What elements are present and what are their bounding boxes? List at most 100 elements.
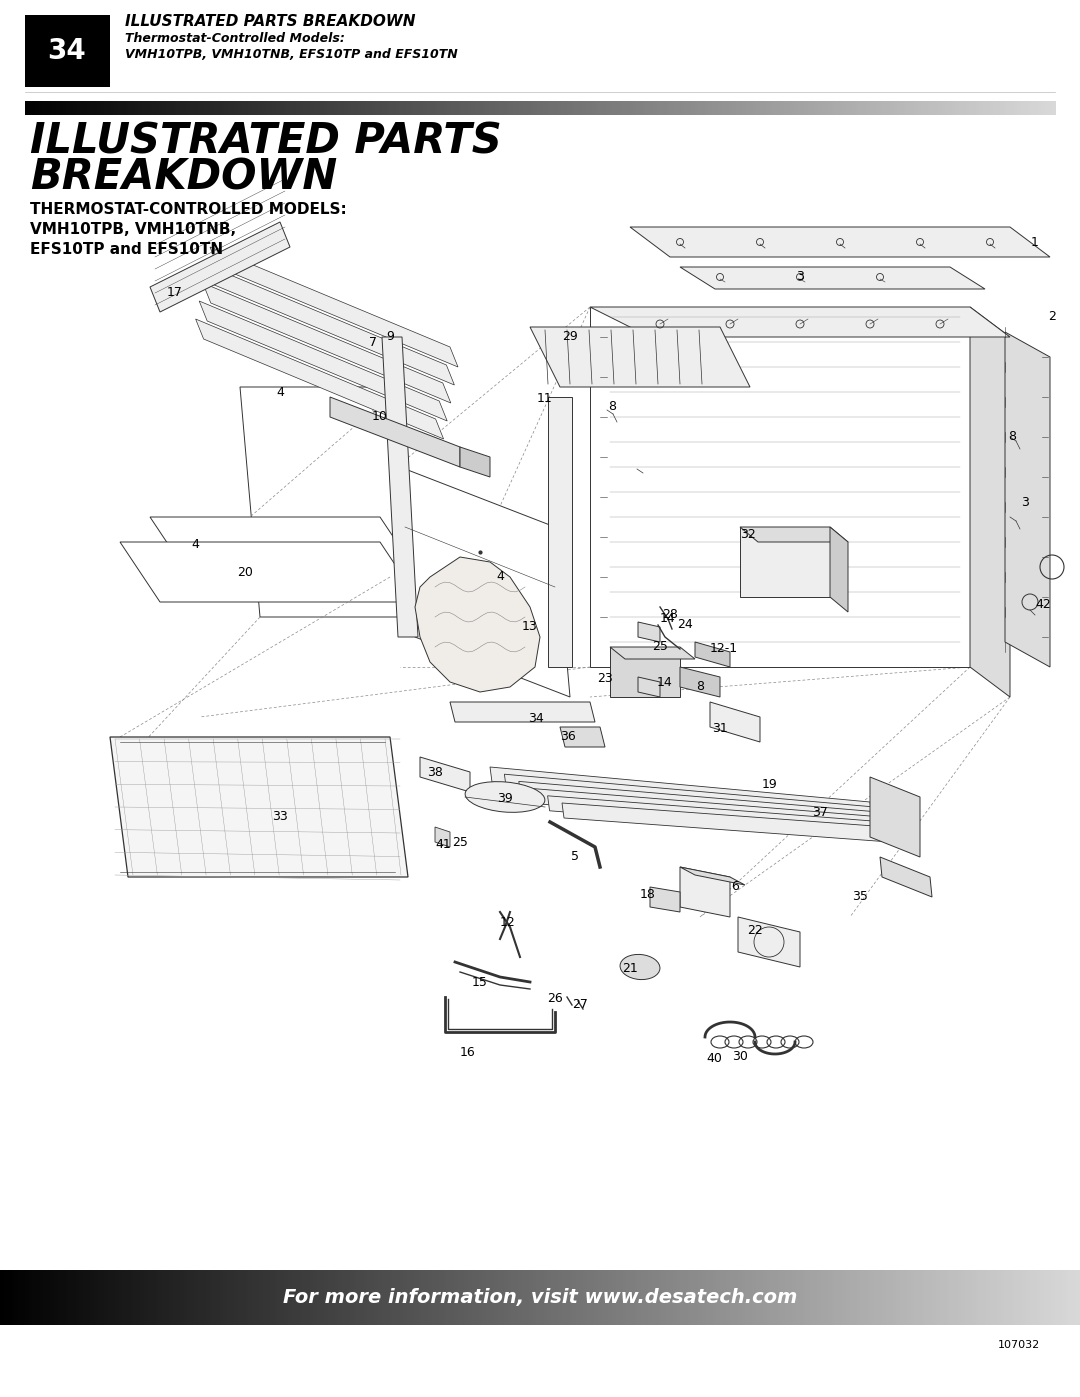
Bar [951, 101, 957, 115]
Bar [73, 101, 78, 115]
Bar [418, 1270, 422, 1324]
Text: ILLUSTRATED PARTS BREAKDOWN: ILLUSTRATED PARTS BREAKDOWN [125, 14, 416, 29]
Bar [907, 1270, 912, 1324]
Bar [111, 1270, 117, 1324]
Bar [430, 101, 434, 115]
Bar [100, 1270, 106, 1324]
Bar [261, 101, 267, 115]
Bar [149, 101, 153, 115]
Text: 16: 16 [460, 1045, 476, 1059]
Bar [735, 101, 740, 115]
Bar [924, 101, 929, 115]
Bar [548, 1270, 552, 1324]
Bar [983, 101, 987, 115]
Bar [248, 101, 253, 115]
Bar [901, 101, 905, 115]
Bar [468, 101, 472, 115]
Bar [732, 101, 737, 115]
Bar [727, 1270, 732, 1324]
Bar [940, 1270, 944, 1324]
Bar [219, 1270, 225, 1324]
Bar [138, 101, 143, 115]
Bar [537, 101, 541, 115]
Bar [349, 1270, 354, 1324]
Polygon shape [696, 643, 730, 666]
Bar [554, 101, 558, 115]
Bar [135, 101, 139, 115]
Text: 34: 34 [48, 36, 86, 66]
Bar [126, 1270, 131, 1324]
Polygon shape [150, 222, 291, 312]
Bar [238, 101, 242, 115]
Bar [114, 101, 119, 115]
Bar [648, 1270, 652, 1324]
Bar [750, 101, 754, 115]
Bar [1077, 1270, 1080, 1324]
Bar [386, 101, 390, 115]
Bar [346, 1270, 350, 1324]
Bar [202, 1270, 206, 1324]
Bar [753, 1270, 757, 1324]
Bar [756, 1270, 760, 1324]
Bar [213, 1270, 217, 1324]
Bar [522, 1270, 527, 1324]
Bar [810, 1270, 814, 1324]
Bar [597, 1270, 603, 1324]
Text: 5: 5 [571, 851, 579, 863]
Bar [91, 101, 95, 115]
Bar [581, 101, 585, 115]
Bar [1023, 1270, 1027, 1324]
Text: 20: 20 [238, 566, 253, 578]
Bar [152, 101, 157, 115]
Bar [348, 101, 352, 115]
Bar [45, 101, 50, 115]
Text: VMH10TPB, VMH10TNB,: VMH10TPB, VMH10TNB, [30, 222, 237, 236]
Bar [108, 1270, 112, 1324]
Polygon shape [880, 856, 932, 897]
Bar [796, 1270, 800, 1324]
Bar [432, 1270, 436, 1324]
Bar [896, 1270, 901, 1324]
Text: VMH10TPB, VMH10TNB, EFS10TP and EFS10TN: VMH10TPB, VMH10TNB, EFS10TP and EFS10TN [125, 47, 458, 60]
Bar [853, 1270, 858, 1324]
Bar [705, 1270, 711, 1324]
Bar [926, 1270, 930, 1324]
Text: EFS10TP and EFS10TN: EFS10TP and EFS10TN [30, 242, 224, 257]
Bar [270, 1270, 274, 1324]
Bar [900, 1270, 905, 1324]
Bar [893, 101, 899, 115]
Bar [794, 101, 798, 115]
Bar [289, 101, 294, 115]
Bar [1003, 101, 1008, 115]
Bar [3, 1270, 9, 1324]
Bar [1062, 1270, 1067, 1324]
Bar [180, 1270, 185, 1324]
Bar [691, 1270, 696, 1324]
Bar [293, 101, 297, 115]
Bar [814, 101, 819, 115]
Bar [156, 101, 160, 115]
Bar [162, 101, 166, 115]
Bar [389, 1270, 393, 1324]
Bar [310, 1270, 314, 1324]
Bar [959, 101, 963, 115]
Bar [107, 101, 112, 115]
Text: 32: 32 [740, 528, 756, 541]
Bar [63, 101, 67, 115]
Bar [558, 1270, 563, 1324]
Bar [1011, 101, 1015, 115]
Bar [966, 101, 970, 115]
Polygon shape [415, 557, 540, 692]
Bar [381, 1270, 387, 1324]
Text: 12: 12 [500, 915, 516, 929]
Bar [389, 101, 393, 115]
Bar [1014, 101, 1018, 115]
Bar [342, 1270, 347, 1324]
Bar [636, 101, 640, 115]
Bar [1027, 101, 1032, 115]
Bar [266, 101, 270, 115]
Bar [980, 1270, 984, 1324]
Bar [572, 1270, 577, 1324]
Bar [746, 101, 751, 115]
Bar [56, 101, 60, 115]
